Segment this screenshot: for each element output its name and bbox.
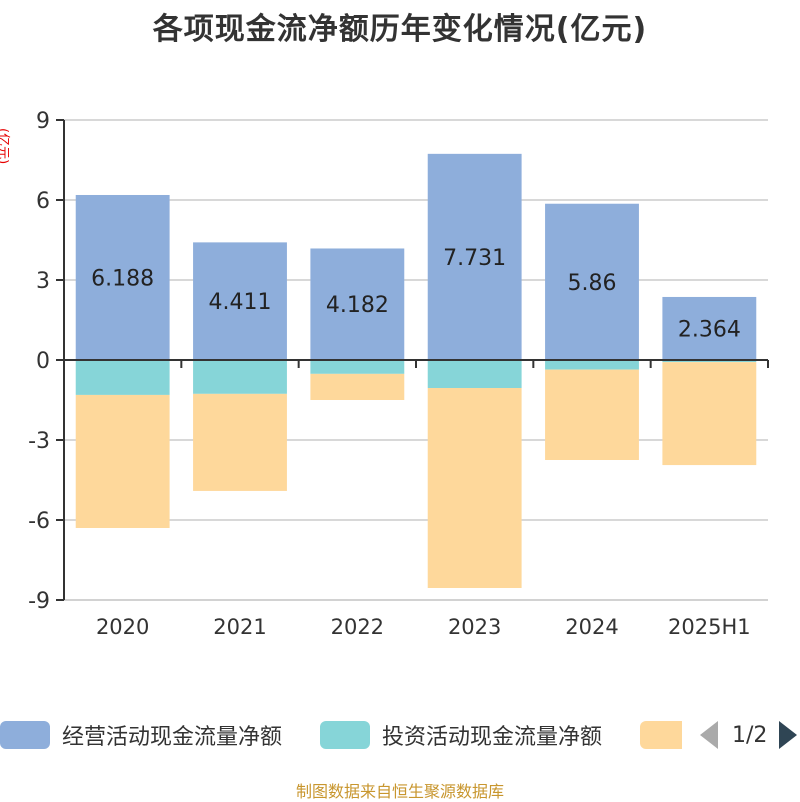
- bars: [75, 153, 757, 588]
- legend-swatch: [0, 721, 50, 749]
- y-tick-label: -9: [28, 589, 50, 614]
- x-tick-label: 2023: [448, 615, 501, 639]
- y-tick-label: -6: [28, 509, 50, 534]
- bar-segment: [75, 394, 170, 528]
- bar-segment: [310, 248, 405, 360]
- data-labels: 6.188 4.411 4.182 7.731 5.86 2.364: [91, 246, 741, 343]
- legend-next-page-icon[interactable]: [779, 721, 798, 749]
- legend-swatch: [320, 721, 370, 749]
- bar-segment: [662, 296, 757, 360]
- bar-segment: [545, 360, 639, 370]
- data-source-footer: 制图数据来自恒生聚源数据库: [295, 782, 504, 801]
- x-tick-label: 2021: [213, 615, 266, 639]
- legend-pager: 1/2: [700, 718, 798, 752]
- axes: 9 6 3 0 -3 -6 -9 2020 2021 2022 2023 2024 2025H1: [28, 109, 769, 639]
- y-tick-label: 6: [36, 189, 50, 214]
- chart-area: 9 6 3 0 -3 -6 -9 2020 2021 2022 2023 2024 2025H1 6.1…: [28, 109, 769, 639]
- y-tick-label: 9: [36, 109, 50, 134]
- legend-label: 投资活动现金流量净额: [382, 725, 603, 750]
- bar-segment: [427, 388, 522, 588]
- data-label: 7.731: [443, 246, 506, 271]
- legend-item-investing[interactable]: 投资活动现金流量净额: [320, 718, 602, 752]
- chart-title: 各项现金流净额历年变化情况(亿元): [152, 12, 648, 47]
- x-tick-label: 2025H1: [668, 615, 751, 639]
- x-tick-label: 2022: [331, 615, 384, 639]
- bar-segment: [662, 360, 757, 363]
- bar-segment: [193, 242, 287, 360]
- bar-segment: [75, 360, 170, 395]
- bar-segment: [75, 194, 170, 360]
- legend-label: 经营活动现金流量净额: [62, 725, 283, 750]
- data-label: 2.364: [678, 317, 741, 342]
- x-tick-label: 2024: [565, 615, 618, 639]
- bar-segment: [310, 360, 405, 374]
- data-label: 6.188: [91, 266, 154, 291]
- x-tick-label: 2020: [96, 615, 149, 639]
- legend-swatch: [640, 721, 682, 749]
- y-tick-label: 0: [36, 349, 50, 374]
- bar-segment: [193, 393, 287, 491]
- bar-segment: [662, 362, 757, 466]
- legend-item-financing[interactable]: [640, 718, 682, 752]
- y-tick-label: -3: [28, 429, 50, 454]
- bar-segment: [427, 153, 522, 360]
- bar-segment: [427, 360, 522, 388]
- bar-segment: [310, 373, 405, 400]
- bar-segment: [545, 203, 639, 360]
- bar-segment: [193, 360, 287, 394]
- data-label: 4.411: [209, 290, 272, 315]
- legend-prev-page-icon[interactable]: [700, 721, 718, 749]
- data-label: 5.86: [568, 271, 617, 296]
- y-tick-label: 3: [36, 269, 50, 294]
- bar-segment: [545, 369, 639, 460]
- data-label: 4.182: [326, 293, 389, 318]
- legend-item-operating[interactable]: 经营活动现金流量净额: [0, 718, 282, 752]
- legend-page-indicator: 1/2: [732, 722, 768, 748]
- legend: 经营活动现金流量净额 投资活动现金流量净额: [0, 718, 800, 752]
